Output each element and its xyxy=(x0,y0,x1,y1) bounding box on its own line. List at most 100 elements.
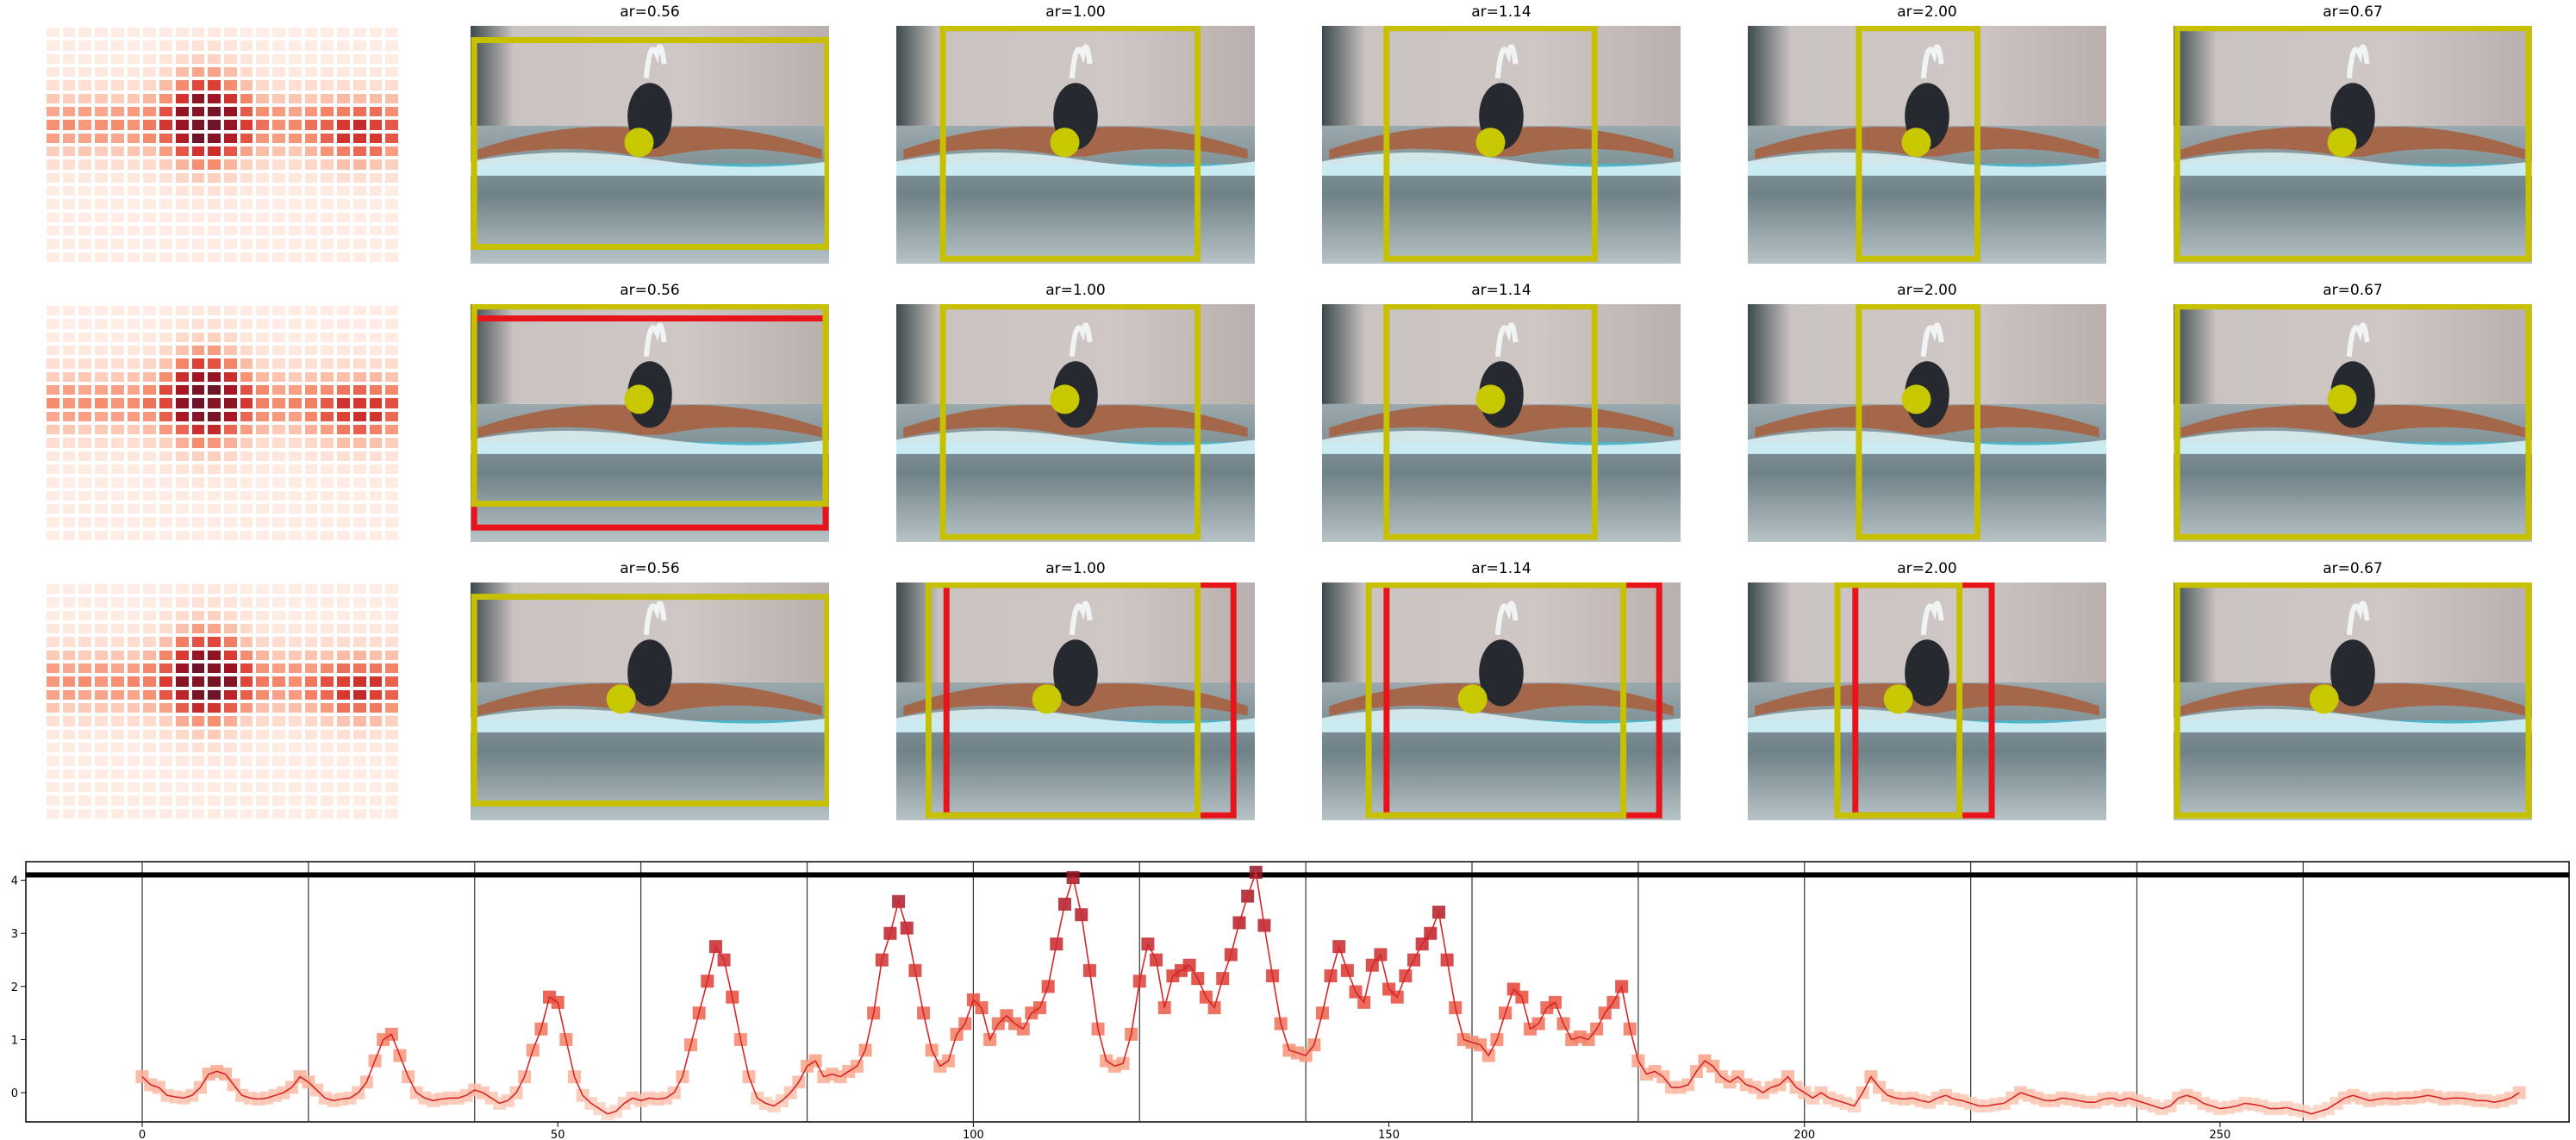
heatmap-cell xyxy=(208,226,221,236)
heatmap-cell xyxy=(352,146,366,157)
photo-panel: ar=0.67 xyxy=(2174,282,2532,542)
heatmap-cell xyxy=(159,239,172,249)
heatmap-cell xyxy=(256,358,270,369)
heatmap-cell xyxy=(272,689,285,700)
heatmap-cell xyxy=(47,332,59,342)
heatmap-cell xyxy=(110,729,124,739)
heatmap-cell xyxy=(191,451,205,461)
heatmap-cell xyxy=(110,716,124,726)
heatmap-cell xyxy=(127,769,140,779)
heatmap-cell xyxy=(191,199,205,209)
x-tick-label: 250 xyxy=(2210,1129,2231,1140)
heatmap-cell xyxy=(385,239,398,249)
heatmap-cell xyxy=(62,464,76,475)
swimmer-photo xyxy=(896,582,1255,820)
heatmap-cell xyxy=(337,159,350,170)
heatmap-cell xyxy=(256,782,270,793)
heatmap-cell xyxy=(256,451,270,461)
heatmap-cell xyxy=(175,67,189,78)
heatmap-cell xyxy=(62,663,76,674)
heatmap-cell xyxy=(47,40,59,51)
yellow-bounding-box xyxy=(471,37,829,250)
heatmap-cell xyxy=(175,517,189,527)
heatmap-cell xyxy=(143,93,157,103)
heatmap-cell xyxy=(175,172,189,183)
heatmap-cell xyxy=(385,808,398,819)
panel-title: ar=2.00 xyxy=(1897,560,1957,577)
heatmap-cell xyxy=(62,212,76,222)
heatmap-cell xyxy=(110,610,124,620)
heatmap-cell xyxy=(352,120,366,130)
heatmap-cell xyxy=(304,212,318,222)
heatmap-cell xyxy=(62,676,76,687)
heatmap-cell xyxy=(208,451,221,461)
heatmap-cell xyxy=(272,332,285,342)
heatmap-cell xyxy=(175,795,189,806)
keypoint-dot xyxy=(606,684,636,714)
heatmap-cell xyxy=(369,597,383,607)
heatmap-cell xyxy=(159,464,172,475)
heatmap-cell xyxy=(127,358,140,369)
heatmap-cell xyxy=(288,425,302,435)
heatmap-cell xyxy=(208,530,221,540)
heatmap-cell xyxy=(337,28,350,38)
heatmap-cell xyxy=(288,346,302,356)
heatmap-cell xyxy=(369,332,383,342)
heatmap-cell xyxy=(369,319,383,329)
heatmap-cell xyxy=(352,226,366,236)
heatmap-cell xyxy=(352,637,366,647)
heatmap-cell xyxy=(208,504,221,514)
heatmap-cell xyxy=(385,40,398,51)
heatmap-cell xyxy=(256,610,270,620)
heatmap-cell xyxy=(127,716,140,726)
heatmap-cell xyxy=(175,597,189,607)
heatmap-cell xyxy=(288,477,302,488)
heatmap-cell xyxy=(175,120,189,130)
heatmap-cell xyxy=(240,663,253,674)
heatmap-cell xyxy=(272,795,285,806)
heatmap-cell xyxy=(352,795,366,806)
heatmap-cell xyxy=(321,212,334,222)
heatmap-cell xyxy=(288,172,302,183)
heatmap-cell xyxy=(159,689,172,700)
heatmap-cell xyxy=(208,756,221,766)
heatmap-cell xyxy=(337,530,350,540)
heatmap-cell xyxy=(78,584,92,595)
heatmap-cell xyxy=(208,40,221,51)
heatmap-cell xyxy=(288,385,302,396)
heatmap-cell xyxy=(272,306,285,316)
heatmap-cell xyxy=(47,80,59,90)
heatmap-cell xyxy=(78,438,92,448)
heatmap-cell xyxy=(159,199,172,209)
heatmap-cell xyxy=(304,53,318,64)
heatmap-cell xyxy=(272,464,285,475)
heatmap-cell xyxy=(369,40,383,51)
heatmap-cell xyxy=(191,107,205,117)
heatmap-cell xyxy=(78,133,92,143)
heatmap-cell xyxy=(143,650,157,660)
heatmap-cell xyxy=(272,53,285,64)
heatmap-cell xyxy=(208,319,221,329)
heatmap-cell xyxy=(321,107,334,117)
heatmap-cell xyxy=(110,769,124,779)
heatmap-cell xyxy=(47,133,59,143)
heatmap-cell xyxy=(175,477,189,488)
heatmap-cell xyxy=(304,252,318,262)
heatmap-cell xyxy=(127,703,140,713)
heatmap-cell xyxy=(143,624,157,634)
heatmap-cell xyxy=(208,782,221,793)
heatmap-cell xyxy=(78,346,92,356)
heatmap-cell xyxy=(127,597,140,607)
heatmap-cell xyxy=(127,40,140,51)
heatmap-cell xyxy=(288,795,302,806)
heatmap-cell xyxy=(352,716,366,726)
heatmap-cell xyxy=(78,358,92,369)
heatmap-cell xyxy=(240,252,253,262)
heatmap-cell xyxy=(95,186,108,196)
heatmap-cell xyxy=(62,385,76,396)
heatmap-cell xyxy=(240,584,253,595)
heatmap-cell xyxy=(321,306,334,316)
heatmap-cell xyxy=(224,451,237,461)
heatmap-cell xyxy=(191,438,205,448)
heatmap-cell xyxy=(369,769,383,779)
